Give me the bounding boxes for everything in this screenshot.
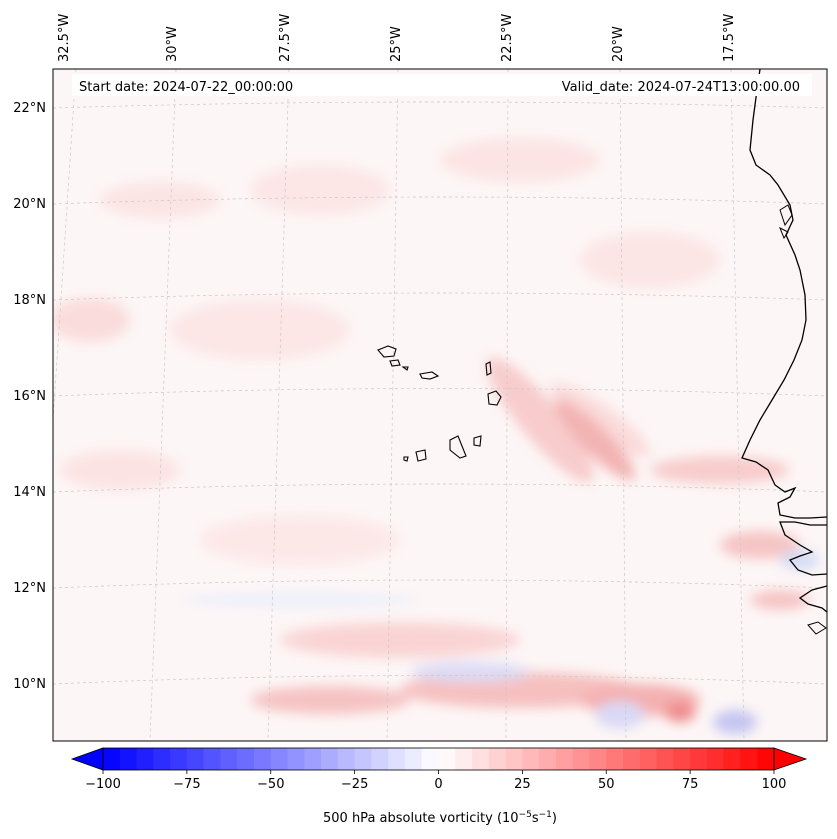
colorbar-segment [186, 748, 205, 770]
colorbar-segments [103, 748, 775, 770]
africa-coastline [741, 69, 827, 613]
colorbar-ticks: −100 −75 −50 −25 0 25 50 75 100 [85, 770, 786, 792]
start-date-label: Start date: 2024-07-22_00:00:00 [79, 80, 293, 95]
colorbar-tick-label: −75 [173, 777, 200, 792]
colorbar-segment [287, 748, 305, 770]
lat-label: 22°N [13, 101, 46, 116]
colorbar-segment [690, 748, 708, 770]
colorbar-tick-label: 50 [598, 777, 615, 792]
colorbar-segment [103, 748, 121, 770]
colorbar-tick-label: 25 [514, 777, 531, 792]
colorbar-segment [253, 748, 272, 770]
colorbar-tick-label: −25 [341, 777, 368, 792]
lon-label: 30°W [165, 26, 180, 62]
colorbar-low-extension [70, 747, 104, 771]
colorbar-segment [539, 748, 557, 770]
colorbar-label-end: ) [552, 811, 557, 826]
colorbar-segment [623, 748, 641, 770]
colorbar-segment [371, 748, 389, 770]
colorbar-segment [740, 748, 758, 770]
colorbar-segment [656, 748, 674, 770]
lon-label: 32.5°W [57, 14, 72, 62]
colorbar-segment [237, 748, 255, 770]
colorbar-segment [455, 748, 473, 770]
colorbar-segment [388, 748, 406, 770]
colorbar-segment [203, 748, 221, 770]
lon-label: 27.5°W [278, 14, 293, 62]
vorticity-field [53, 138, 820, 734]
colorbar: −100 −75 −50 −25 0 25 50 75 100 500 hPa absolute… [70, 747, 808, 826]
colorbar-segment [119, 748, 138, 770]
lon-label: 25°W [389, 26, 404, 62]
colorbar-tick-label: −50 [257, 777, 284, 792]
colorbar-segment [606, 748, 624, 770]
colorbar-segment [555, 748, 574, 770]
colorbar-segment [337, 748, 356, 770]
colorbar-segment [522, 748, 540, 770]
colorbar-tick-label: −100 [85, 777, 121, 792]
colorbar-segment [270, 748, 289, 770]
colorbar-tick-label: 75 [682, 777, 699, 792]
colorbar-segment [220, 748, 238, 770]
colorbar-label-exp1: −5 [519, 810, 532, 820]
lat-label: 18°N [13, 293, 46, 308]
colorbar-segment [488, 748, 507, 770]
coastal-islands [779, 204, 827, 635]
gridlines [53, 69, 827, 741]
colorbar-segment [639, 748, 658, 770]
cape-verde-islands [377, 345, 502, 462]
colorbar-label: 500 hPa absolute vorticity (10−5s−1) [323, 810, 557, 826]
colorbar-segment [170, 748, 188, 770]
latitude-labels: 22°N 20°N 18°N 16°N 14°N 12°N 10°N [13, 101, 46, 692]
colorbar-label-exp2: −1 [539, 810, 552, 820]
colorbar-segment [505, 748, 523, 770]
header-strip [72, 74, 812, 96]
colorbar-segment [136, 748, 154, 770]
lon-label: 17.5°W [722, 14, 737, 62]
colorbar-segment [404, 748, 423, 770]
colorbar-segment [304, 748, 322, 770]
lon-label: 22.5°W [500, 14, 515, 62]
lat-label: 14°N [13, 485, 46, 500]
valid-date-label: Valid_date: 2024-07-24T13:00:00.00 [562, 80, 800, 95]
colorbar-segment [153, 748, 171, 770]
colorbar-segment [757, 748, 775, 770]
colorbar-tick-label: 100 [762, 777, 787, 792]
colorbar-segment [589, 748, 607, 770]
map-border [52, 68, 828, 742]
lat-label: 20°N [13, 197, 46, 212]
longitude-labels: 32.5°W 30°W 27.5°W 25°W 22.5°W 20°W 17.5… [57, 14, 737, 62]
colorbar-segment [572, 748, 590, 770]
lon-label: 20°W [611, 26, 626, 62]
colorbar-segment [723, 748, 741, 770]
colorbar-segment [354, 748, 372, 770]
lat-label: 16°N [13, 389, 46, 404]
colorbar-segment [472, 748, 490, 770]
map-panel [53, 69, 827, 741]
colorbar-label-main: 500 hPa absolute vorticity (10 [323, 811, 519, 826]
colorbar-tick-label: 0 [434, 777, 442, 792]
colorbar-segment [438, 748, 456, 770]
lat-label: 10°N [13, 677, 46, 692]
colorbar-segment [673, 748, 691, 770]
colorbar-segment [706, 748, 725, 770]
colorbar-high-extension [773, 747, 808, 771]
lat-label: 12°N [13, 581, 46, 596]
colorbar-segment [421, 748, 439, 770]
colorbar-segment [321, 748, 339, 770]
colorbar-label-mid: s [532, 811, 539, 826]
